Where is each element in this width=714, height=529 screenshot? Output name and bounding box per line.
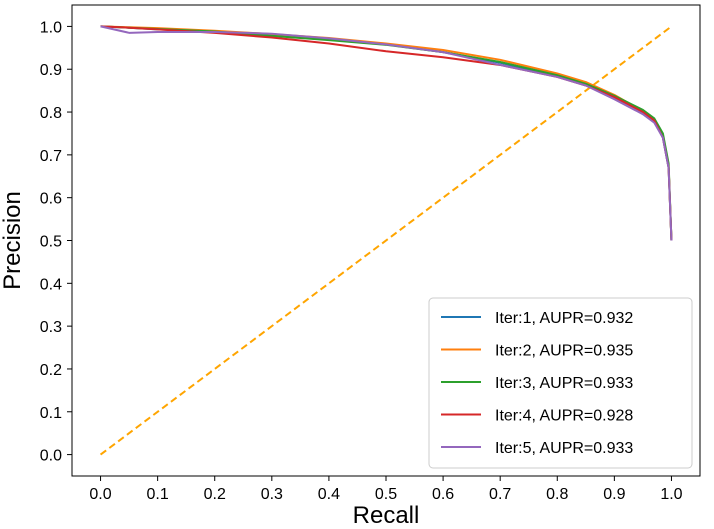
y-tick-label: 0.9 (40, 62, 62, 79)
x-tick-label: 0.2 (204, 486, 226, 503)
x-tick-label: 0.6 (432, 486, 454, 503)
legend-label-3: Iter:3, AUPR=0.933 (495, 375, 633, 392)
x-tick-label: 0.1 (147, 486, 169, 503)
series-line-5 (100, 25, 673, 241)
y-tick-label: 0.5 (40, 234, 62, 251)
y-tick-label: 0.8 (40, 105, 62, 122)
x-tick-label: 1.0 (660, 486, 682, 503)
legend-label-5: Iter:5, AUPR=0.933 (495, 440, 633, 457)
x-tick-label: 0.4 (318, 486, 340, 503)
x-tick-label: 0.8 (546, 486, 568, 503)
y-tick-label: 0.3 (40, 319, 62, 336)
legend-box (428, 297, 693, 469)
y-tick-label: 0.2 (40, 362, 62, 379)
legend-label-4: Iter:4, AUPR=0.928 (495, 408, 633, 425)
y-tick-label: 0.7 (40, 148, 62, 165)
legend: Iter:1, AUPR=0.932 Iter:2, AUPR=0.935 Iter… (428, 297, 693, 469)
legend-label-2: Iter:2, AUPR=0.935 (495, 343, 633, 360)
reference-diagonal-line (99, 25, 673, 456)
x-tick-label: 0.7 (489, 486, 511, 503)
y-tick-label: 0.1 (40, 405, 62, 422)
x-tick-label: 0.9 (603, 486, 625, 503)
plot-area (99, 25, 673, 456)
x-axis-title: Recall (353, 502, 420, 529)
x-tick-label: 0.5 (375, 486, 397, 503)
axis-ticks: 0.0 0.1 0.2 0.3 0.4 0.5 0.6 0.7 0.8 0.9 1.0 0.0 0.1 0… (40, 19, 683, 503)
y-tick-label: 0.4 (40, 276, 62, 293)
x-tick-label: 0.3 (261, 486, 283, 503)
y-axis-title: Precision (0, 191, 26, 290)
x-tick-label: 0.0 (89, 486, 111, 503)
y-tick-label: 1.0 (40, 19, 62, 36)
legend-label-1: Iter:1, AUPR=0.932 (495, 310, 633, 327)
axes-frame (71, 4, 701, 477)
y-tick-label: 0.6 (40, 191, 62, 208)
y-tick-label: 0.0 (40, 448, 62, 465)
